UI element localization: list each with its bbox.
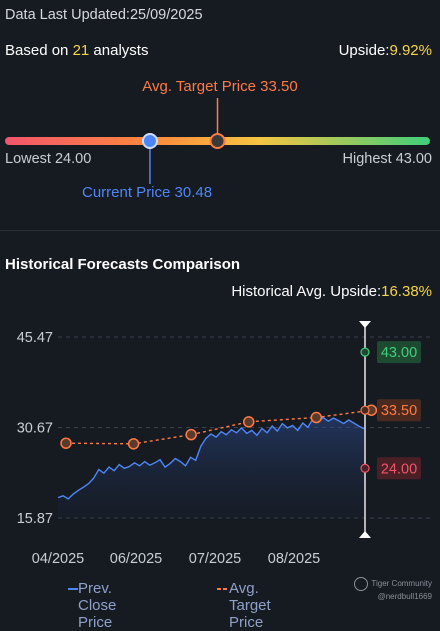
- x-tick-label: 07/2025: [189, 551, 241, 567]
- price-range-bar: [5, 98, 430, 184]
- section-divider: [0, 230, 440, 231]
- target-point: [310, 411, 323, 424]
- legend-dashed-line-icon: [217, 588, 229, 591]
- data-updated-text: Data Last Updated:25/09/2025: [5, 7, 203, 23]
- latest-marker-dot: [360, 347, 370, 357]
- watermark: Tiger Community @nerdbull1669: [354, 577, 432, 602]
- y-tick-label: 15.87: [17, 511, 53, 527]
- upside-value: 9.92%: [389, 42, 432, 59]
- latest-value-box: [377, 399, 421, 422]
- latest-value-label: 33.50: [381, 403, 417, 419]
- crosshair-top-triangle: [359, 321, 371, 328]
- latest-marker-dot: [360, 405, 370, 415]
- avg-target-label: Avg. Target Price 33.50: [142, 78, 298, 95]
- historical-upside-text: Historical Avg. Upside:16.38%: [231, 283, 432, 300]
- latest-value-label: 43.00: [381, 345, 417, 361]
- avg-target-line: [65, 409, 372, 445]
- avg-target-marker: [209, 133, 226, 149]
- crosshair-bottom-triangle: [359, 531, 371, 538]
- y-tick-label: 45.47: [17, 330, 53, 346]
- latest-marker-dot: [360, 463, 370, 473]
- legend-prev-close[interactable]: Prev. Close Price: [68, 580, 116, 631]
- latest-value-label: 24.00: [381, 461, 417, 477]
- x-tick-label: 04/2025: [32, 551, 84, 567]
- analyst-count-text: Based on 21 analysts: [5, 42, 148, 59]
- current-price-label: Current Price 30.48: [82, 184, 213, 201]
- target-point: [60, 437, 72, 449]
- target-point: [185, 428, 197, 441]
- current-price-marker: [141, 133, 158, 149]
- target-point: [242, 416, 255, 428]
- updated-date: 25/09/2025: [129, 7, 203, 23]
- legend-avg-target-label: Avg. Target Price: [229, 580, 271, 631]
- watermark-handle: @nerdbull1669: [377, 592, 432, 601]
- legend-line-icon: [68, 588, 78, 591]
- upside-text: Upside:9.92%: [339, 42, 432, 59]
- watermark-brand: Tiger Community: [371, 579, 432, 589]
- legend-avg-target[interactable]: Avg. Target Price: [217, 580, 271, 631]
- analyst-count: 21: [72, 42, 90, 59]
- based-on-prefix: Based on: [5, 42, 73, 59]
- lowest-label: Lowest 24.00: [5, 151, 92, 167]
- tiger-logo-icon: [354, 577, 369, 591]
- historical-upside-value: 16.38%: [381, 283, 432, 300]
- target-point: [127, 438, 140, 450]
- price-area: [58, 417, 364, 518]
- highest-label: Highest 43.00: [342, 151, 432, 167]
- y-tick-label: 30.67: [17, 421, 53, 437]
- historical-title: Historical Forecasts Comparison: [5, 256, 241, 273]
- updated-prefix: Data Last Updated:: [5, 7, 130, 23]
- x-tick-label: 06/2025: [110, 551, 162, 567]
- based-on-suffix: analysts: [89, 42, 149, 59]
- legend-prev-close-label: Prev. Close Price: [78, 580, 117, 631]
- latest-value-box: [377, 341, 421, 364]
- upside-label: Upside:: [338, 42, 390, 59]
- historical-upside-label: Historical Avg. Upside:: [231, 283, 382, 300]
- latest-value-box: [377, 457, 421, 480]
- historical-forecast-chart: 45.47 30.67 15.87 04/2025 06/2025 07/2025 08/2…: [17, 321, 430, 567]
- x-tick-label: 08/2025: [268, 551, 320, 567]
